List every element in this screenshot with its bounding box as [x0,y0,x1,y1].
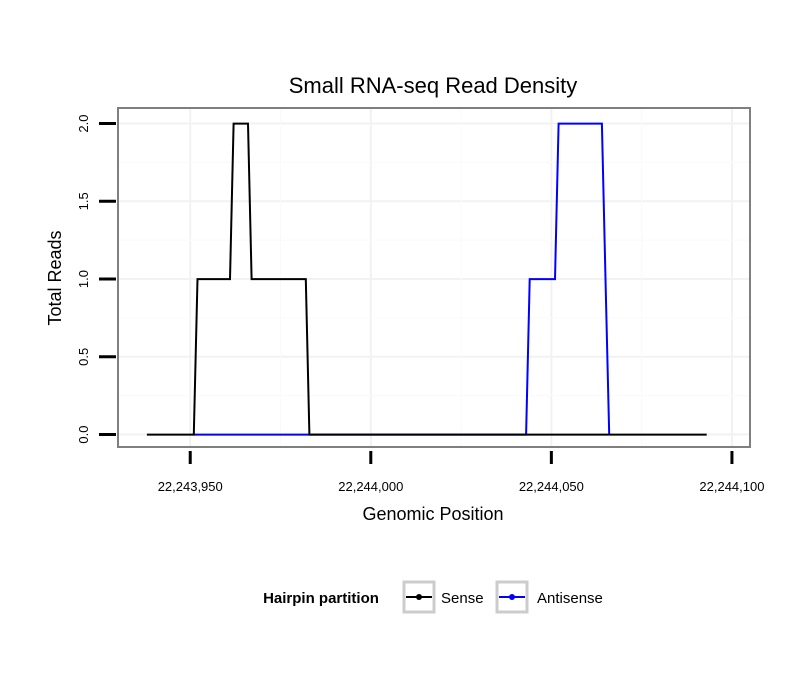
legend-point-antisense [509,594,515,600]
legend-item-sense: Sense [402,580,484,614]
plot-panel-border [117,107,751,448]
grid-minor [118,108,750,447]
legend-point-sense [416,594,422,600]
x-axis: 22,243,950 22,244,000 22,244,050 22,244,100 [158,451,764,494]
y-tick-label: 0.0 [76,426,91,444]
series-layer [146,122,707,436]
x-tick-label: 22,243,950 [158,479,223,494]
legend-label-sense: Sense [441,590,484,607]
y-axis: 0.0 0.5 1.0 1.5 2.0 [76,115,116,444]
y-tick-label: 1.0 [76,270,91,288]
y-axis-title: Total Reads [45,230,65,325]
chart-title: Small RNA-seq Read Density [289,73,578,98]
x-tick-label: 22,244,100 [699,479,764,494]
legend-key-antisense [495,580,529,614]
legend-title: Hairpin partition [263,590,379,607]
legend-label-antisense: Antisense [537,590,603,607]
x-tick-label: 22,244,050 [519,479,584,494]
x-tick-label: 22,244,000 [338,479,403,494]
legend-item-antisense: Antisense [495,580,603,614]
series-line-sense [146,122,707,436]
y-tick-label: 2.0 [76,115,91,133]
y-tick-label: 1.5 [76,192,91,210]
legend: Hairpin partition Sense Antisense [263,580,603,614]
x-axis-title: Genomic Position [362,504,503,524]
y-tick-label: 0.5 [76,348,91,366]
